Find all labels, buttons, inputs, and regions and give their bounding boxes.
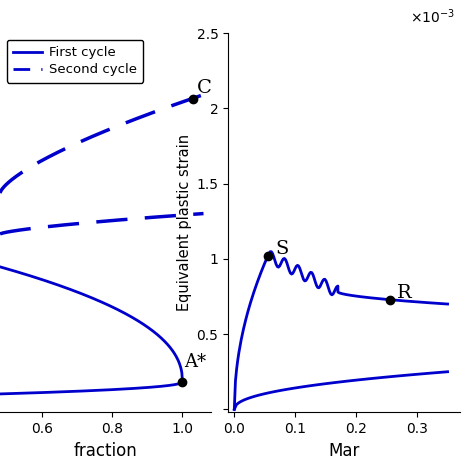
Y-axis label: Equivalent plastic strain: Equivalent plastic strain: [177, 134, 192, 311]
Text: R: R: [397, 284, 412, 302]
X-axis label: fraction: fraction: [73, 442, 137, 460]
Legend: First cycle, Second cycle: First cycle, Second cycle: [7, 40, 144, 83]
Text: C: C: [197, 79, 211, 97]
Text: S: S: [275, 240, 288, 258]
Text: $\times10^{-3}$: $\times10^{-3}$: [410, 7, 455, 26]
X-axis label: Mar: Mar: [328, 442, 360, 460]
Text: A*: A*: [184, 353, 206, 371]
